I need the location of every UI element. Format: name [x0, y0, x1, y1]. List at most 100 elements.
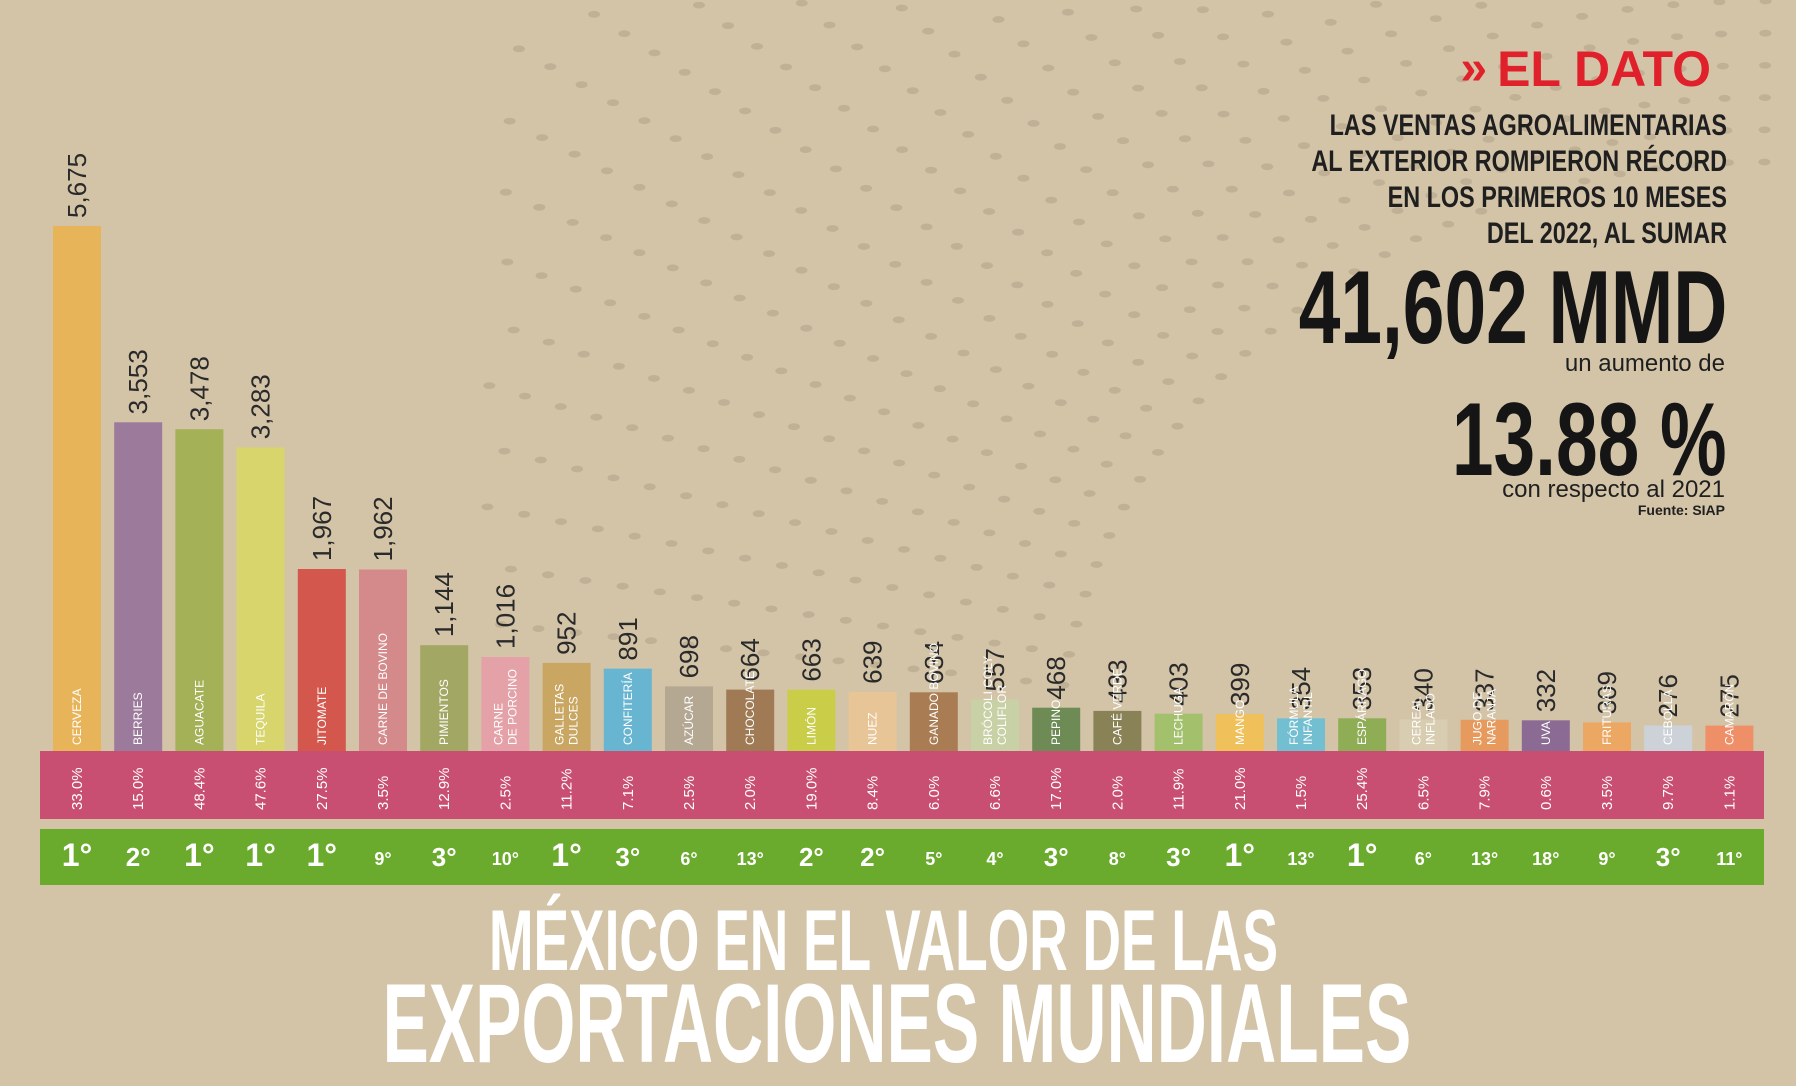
rank-label: 3°	[615, 842, 640, 872]
texture-dot	[1667, 1, 1680, 8]
texture-dot	[809, 84, 822, 92]
share-label: 6.0%	[926, 776, 943, 810]
texture-dot	[812, 569, 825, 577]
texture-dot	[861, 537, 874, 544]
share-label: 2.5%	[497, 776, 514, 810]
bar	[1032, 707, 1081, 751]
texture-dot	[858, 447, 871, 455]
texture-dot	[1272, 236, 1285, 244]
texture-dot	[1014, 332, 1027, 340]
texture-dot	[1020, 677, 1032, 685]
value-label: 639	[858, 640, 888, 683]
texture-dot	[702, 547, 715, 555]
texture-dot	[542, 571, 555, 579]
category-label: CAFÉ VERDE	[1109, 668, 1124, 745]
texture-dot	[1456, 75, 1469, 83]
value-label: 354	[1286, 667, 1316, 710]
share-label: 8.4%	[865, 776, 882, 810]
texture-dot	[1001, 96, 1014, 104]
texture-dot	[1128, 262, 1141, 270]
texture-dot	[1046, 350, 1059, 358]
texture-dot	[765, 605, 778, 613]
share-label: 33.0%	[69, 767, 86, 810]
texture-dot	[1720, 127, 1733, 134]
texture-dot	[1354, 151, 1367, 158]
texture-dot	[1132, 358, 1145, 366]
texture-dot	[495, 621, 507, 628]
texture-dot	[665, 200, 678, 208]
title-line-2: EXPORTACIONES MUNDIALES	[382, 961, 1412, 1086]
bar	[1154, 713, 1203, 751]
rank-label: 3°	[1166, 842, 1191, 872]
texture-dot	[672, 326, 685, 334]
texture-dot	[1298, 142, 1310, 150]
texture-dot	[951, 634, 964, 641]
texture-dot	[570, 629, 582, 636]
texture-dot	[1722, 159, 1734, 167]
texture-dot	[1373, 179, 1385, 187]
category-label: CEREAL	[1409, 697, 1423, 745]
texture-dot	[1196, 6, 1209, 14]
texture-dot	[1543, 186, 1556, 194]
texture-dot	[1576, 12, 1589, 20]
texture-dot	[832, 657, 845, 665]
texture-dot	[751, 43, 763, 50]
texture-dot	[1291, 306, 1304, 314]
texture-dot	[1087, 415, 1100, 423]
texture-dot	[1550, 84, 1562, 91]
texture-dot	[1073, 218, 1085, 226]
texture-dot	[1391, 207, 1404, 215]
texture-dot	[895, 4, 908, 12]
texture-dot	[923, 591, 936, 599]
texture-dot	[780, 63, 792, 71]
texture-dot	[533, 203, 546, 211]
category-label: NARANJA	[1485, 689, 1499, 745]
value-label: 309	[1592, 671, 1622, 714]
bar	[726, 689, 775, 751]
texture-dot	[982, 673, 995, 681]
texture-dot	[1475, 1, 1488, 9]
texture-dot	[1296, 261, 1308, 269]
texture-dot	[1000, 415, 1013, 423]
category-label: CARNE DE BOVINO	[376, 633, 390, 745]
headline-line: DEL 2022, AL SUMAR	[1486, 217, 1727, 250]
texture-dot	[1239, 137, 1252, 144]
texture-dot	[512, 45, 525, 53]
texture-dot	[795, 207, 808, 214]
texture-dot	[1119, 432, 1132, 440]
texture-dot	[569, 285, 582, 293]
texture-dot	[643, 483, 656, 491]
texture-dot	[1017, 40, 1030, 48]
texture-dot	[963, 483, 976, 491]
texture-dot	[1106, 189, 1119, 197]
value-label: 664	[735, 638, 765, 681]
texture-dot	[1375, 105, 1387, 113]
texture-dot	[950, 242, 963, 250]
texture-dot	[1103, 532, 1116, 539]
texture-dot	[1022, 382, 1035, 390]
texture-dot	[802, 611, 815, 618]
texture-dot	[920, 279, 933, 286]
texture-dot	[698, 217, 711, 224]
texture-dot	[1713, 0, 1726, 6]
share-label: 2.5%	[681, 776, 698, 810]
texture-dot	[1370, 0, 1383, 8]
texture-dot	[900, 370, 913, 377]
texture-dot	[983, 529, 996, 537]
texture-dot	[1101, 339, 1114, 347]
texture-dot	[678, 68, 691, 76]
rank-label: 13°	[1287, 849, 1314, 869]
category-label: BRÓCOLI COLY	[980, 656, 995, 745]
texture-dot	[1006, 572, 1019, 580]
texture-dot	[739, 107, 752, 115]
texture-dot	[1100, 460, 1113, 468]
texture-dot	[1568, 146, 1581, 154]
texture-dot	[718, 399, 730, 406]
texture-dot	[1128, 311, 1141, 319]
rank-label: 3°	[432, 842, 457, 872]
texture-dot	[1674, 65, 1687, 73]
texture-dot	[568, 150, 581, 158]
texture-dot	[1578, 177, 1591, 185]
texture-dot	[1080, 166, 1093, 174]
texture-dot	[1358, 224, 1371, 231]
